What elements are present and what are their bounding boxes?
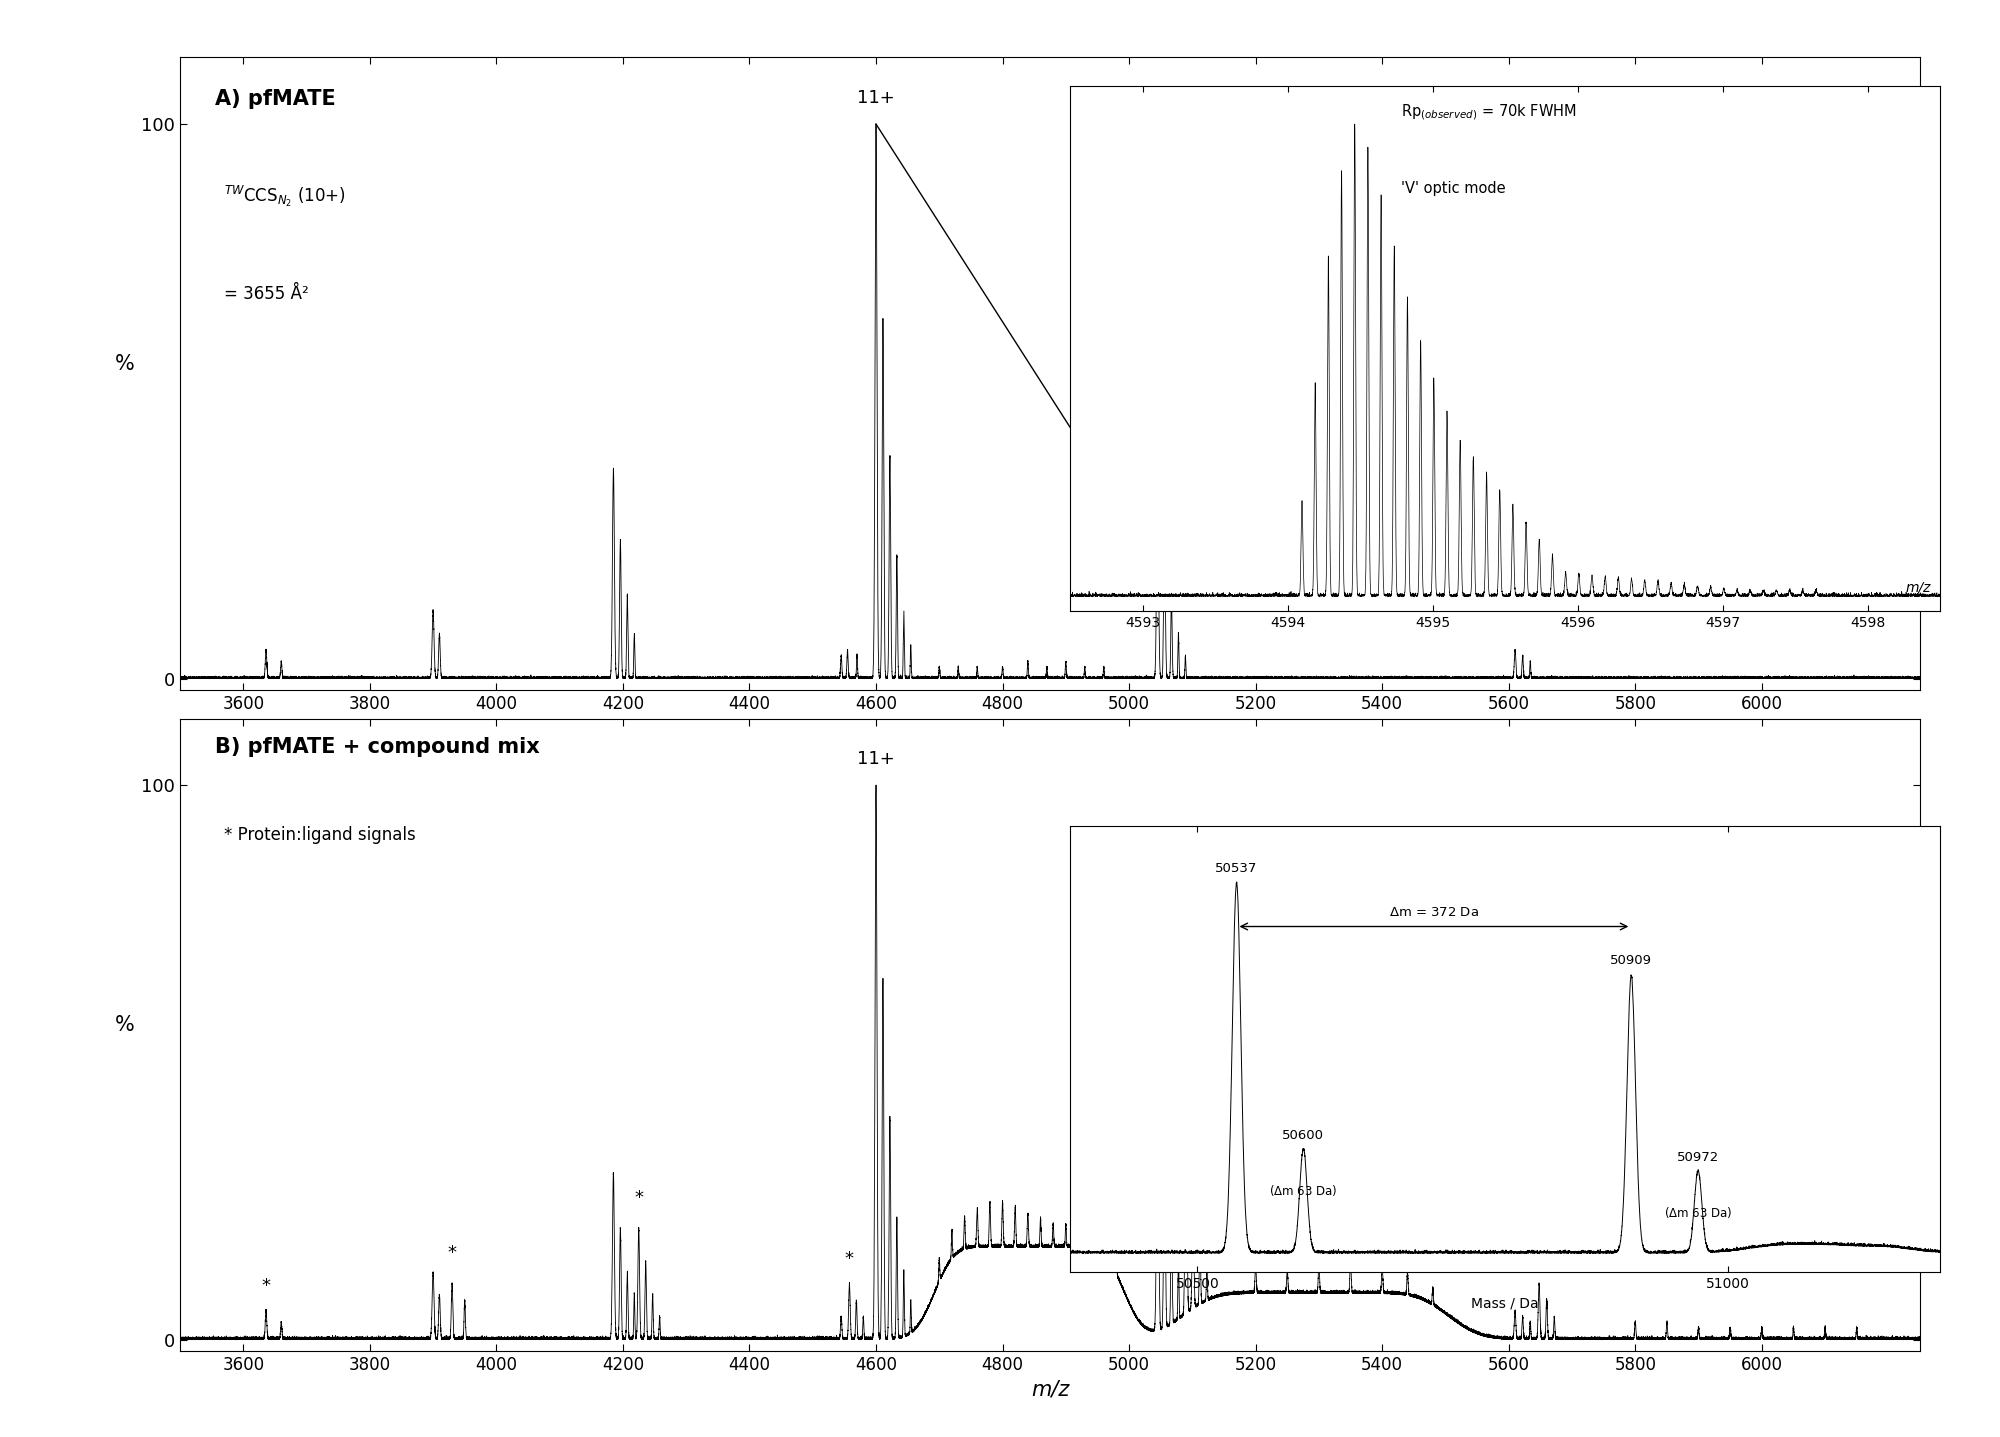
Text: 11+: 11+ — [858, 750, 894, 769]
Text: ($\Delta$m 63 Da): ($\Delta$m 63 Da) — [1270, 1183, 1338, 1197]
Text: 'V' optic mode: 'V' optic mode — [1400, 181, 1506, 195]
Text: 50600: 50600 — [1282, 1129, 1324, 1142]
Text: 50537: 50537 — [1216, 862, 1258, 875]
Text: B) pfMATE + compound mix: B) pfMATE + compound mix — [214, 737, 540, 757]
Text: * Protein:ligand signals: * Protein:ligand signals — [224, 826, 416, 844]
Y-axis label: %: % — [114, 354, 134, 374]
Text: 50909: 50909 — [1610, 954, 1652, 967]
Text: ($\Delta$m 63 Da): ($\Delta$m 63 Da) — [1664, 1204, 1732, 1220]
Text: m/z: m/z — [1906, 581, 1932, 595]
Text: *: * — [448, 1244, 456, 1262]
Text: $^{TW}$CCS$_{N_2}$ (10+): $^{TW}$CCS$_{N_2}$ (10+) — [224, 184, 346, 210]
Text: *: * — [844, 1250, 854, 1267]
Text: *: * — [634, 1188, 644, 1207]
Text: *: * — [1182, 1134, 1190, 1151]
Y-axis label: %: % — [114, 1015, 134, 1035]
Text: A) pfMATE: A) pfMATE — [214, 89, 336, 109]
X-axis label: m/z: m/z — [1030, 1380, 1070, 1400]
Text: Rp$_{(observed)}$ = 70k FWHM: Rp$_{(observed)}$ = 70k FWHM — [1400, 102, 1576, 122]
Text: = 3655 Å²: = 3655 Å² — [224, 285, 308, 303]
X-axis label: Mass / Da: Mass / Da — [1472, 1296, 1538, 1311]
Text: *: * — [262, 1277, 270, 1295]
Text: 11+: 11+ — [858, 89, 894, 108]
Text: 50972: 50972 — [1676, 1151, 1720, 1164]
Text: $\Delta$m = 372 Da: $\Delta$m = 372 Da — [1388, 907, 1478, 920]
Text: *: * — [1534, 1250, 1544, 1267]
